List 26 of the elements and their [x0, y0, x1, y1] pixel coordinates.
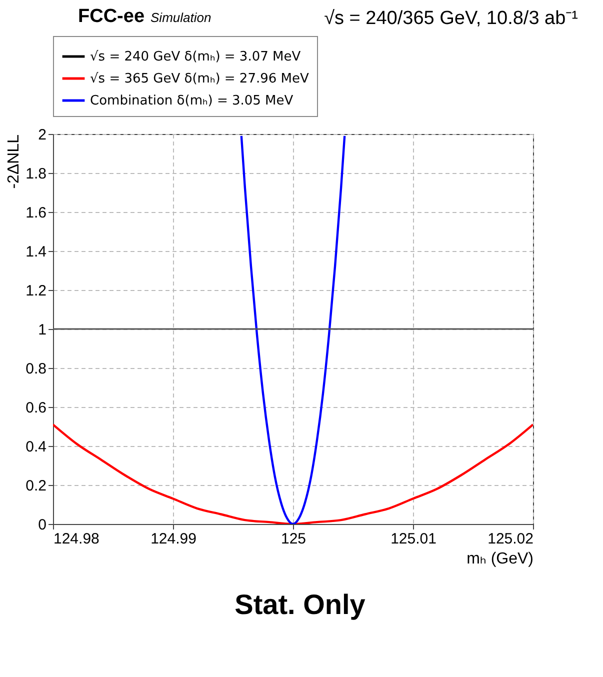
text: Stat. Only [234, 589, 366, 621]
x-tick-label: 125.02 [488, 530, 534, 548]
y-tick-label: 1.2 [26, 282, 46, 300]
chart-subtitle: Simulation [150, 10, 212, 25]
y-tick-label: 1 [38, 322, 46, 338]
x-tick-label: 125.01 [390, 530, 436, 548]
y-tick-label: 1.8 [26, 166, 46, 182]
x-axis-title: mₕ (GeV) [466, 550, 534, 568]
y-tick-label: 2 [38, 126, 46, 144]
y-tick-label: 0.2 [26, 478, 46, 494]
y-tick-label: 1.6 [26, 204, 46, 222]
text: √s = 240/365 GeV, 10.8/3 ab⁻¹ [324, 7, 578, 30]
x-tick-label: 124.98 [54, 530, 100, 548]
y-tick-label: 1.4 [26, 244, 46, 260]
legend-label: √s = 240 GeV δ(mₕ) = 3.07 MeV [90, 50, 301, 64]
y-tick-label: 0 [38, 516, 46, 534]
y-tick-label: 0.4 [26, 438, 46, 456]
legend-label: √s = 365 GeV δ(mₕ) = 27.96 MeV [90, 72, 309, 86]
legend-label: Combination δ(mₕ) = 3.05 MeV [90, 94, 294, 108]
y-tick-label: 0.8 [26, 360, 46, 378]
line-series [240, 134, 346, 524]
x-tick-label: 125 [280, 530, 306, 548]
y-axis-title: -2ΔNLL [6, 134, 23, 189]
y-tick-label: 0.6 [26, 400, 46, 416]
x-tick-label: 124.99 [150, 530, 196, 548]
chart-title: FCC-ee [78, 6, 145, 27]
